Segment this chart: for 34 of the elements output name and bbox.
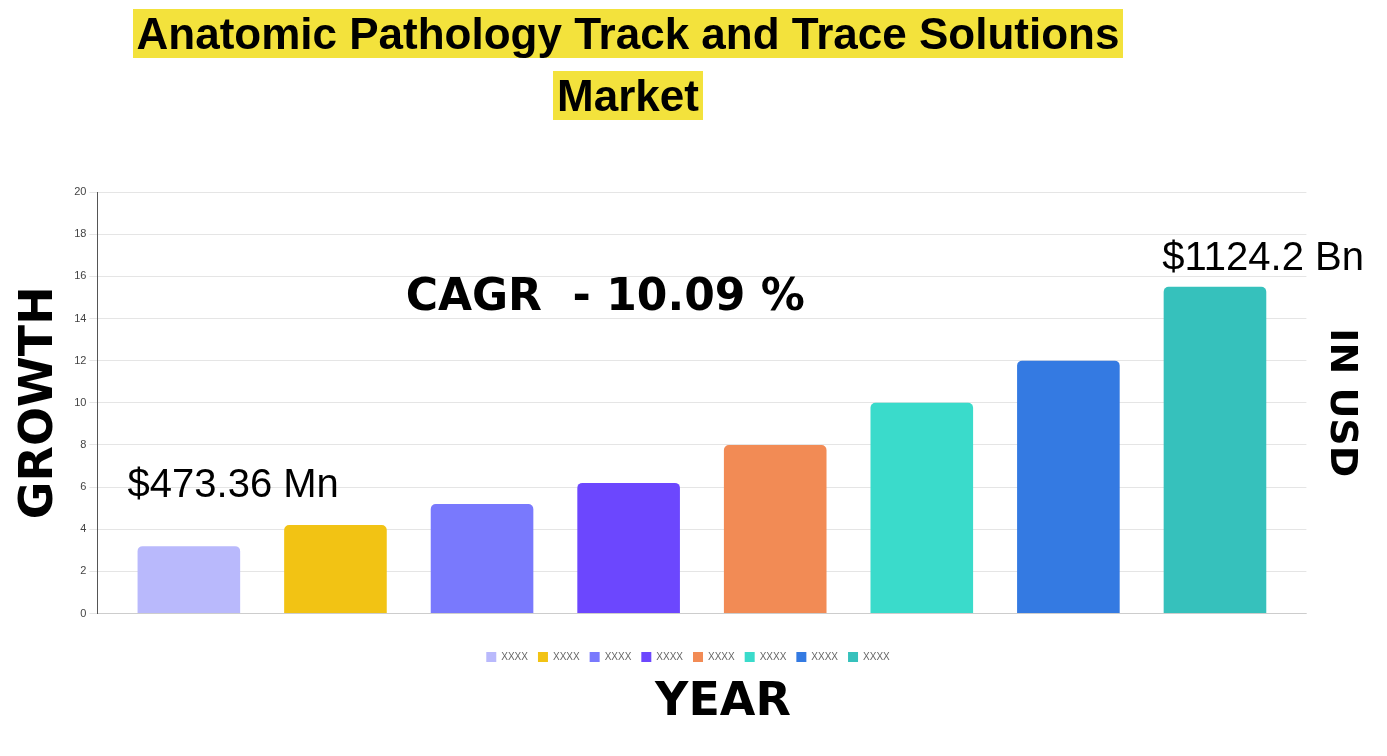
bar [137, 546, 241, 614]
y-tick-label: 6 [80, 480, 87, 493]
legend-label: XXXX [759, 650, 787, 662]
legend-label: XXXX [708, 650, 736, 662]
x-axis-title: YEAR [654, 672, 792, 726]
legend-label: XXXX [604, 650, 632, 662]
annotation: $1124.2 Bn [1162, 233, 1364, 278]
y-tick-label: 12 [74, 353, 87, 366]
y-tick-label: 18 [74, 227, 87, 240]
legend-label: XXXX [656, 650, 684, 662]
annotation: $473.36 Mn [127, 461, 339, 506]
y-axis-title: GROWTH [8, 286, 63, 520]
legend-label: XXXX [552, 650, 580, 662]
bar [1017, 360, 1120, 614]
y-tick-label: 2 [80, 564, 87, 577]
y-tick-label: 14 [74, 311, 87, 324]
bar [284, 525, 387, 614]
y-tick-label: 0 [80, 606, 87, 619]
annotation: CAGR - 10.09 % [405, 269, 805, 321]
y-tick-label: 16 [74, 269, 87, 282]
bar [430, 503, 534, 614]
y-tick-label: 8 [80, 437, 87, 450]
bar [1163, 286, 1267, 614]
y-tick-label: 20 [74, 185, 87, 198]
legend-label: XXXX [811, 650, 839, 662]
y2-axis-title: IN USD [1322, 328, 1367, 478]
chart-title: Anatomic Pathology Track and Trace Solutions Market [132, 9, 1124, 120]
bar [870, 402, 974, 614]
bar [723, 444, 827, 614]
bar [577, 482, 680, 614]
legend-label: XXXX [863, 650, 891, 662]
legend-label: XXXX [501, 650, 529, 662]
y-tick-label: 4 [80, 522, 87, 535]
y-tick-label: 10 [74, 395, 87, 408]
